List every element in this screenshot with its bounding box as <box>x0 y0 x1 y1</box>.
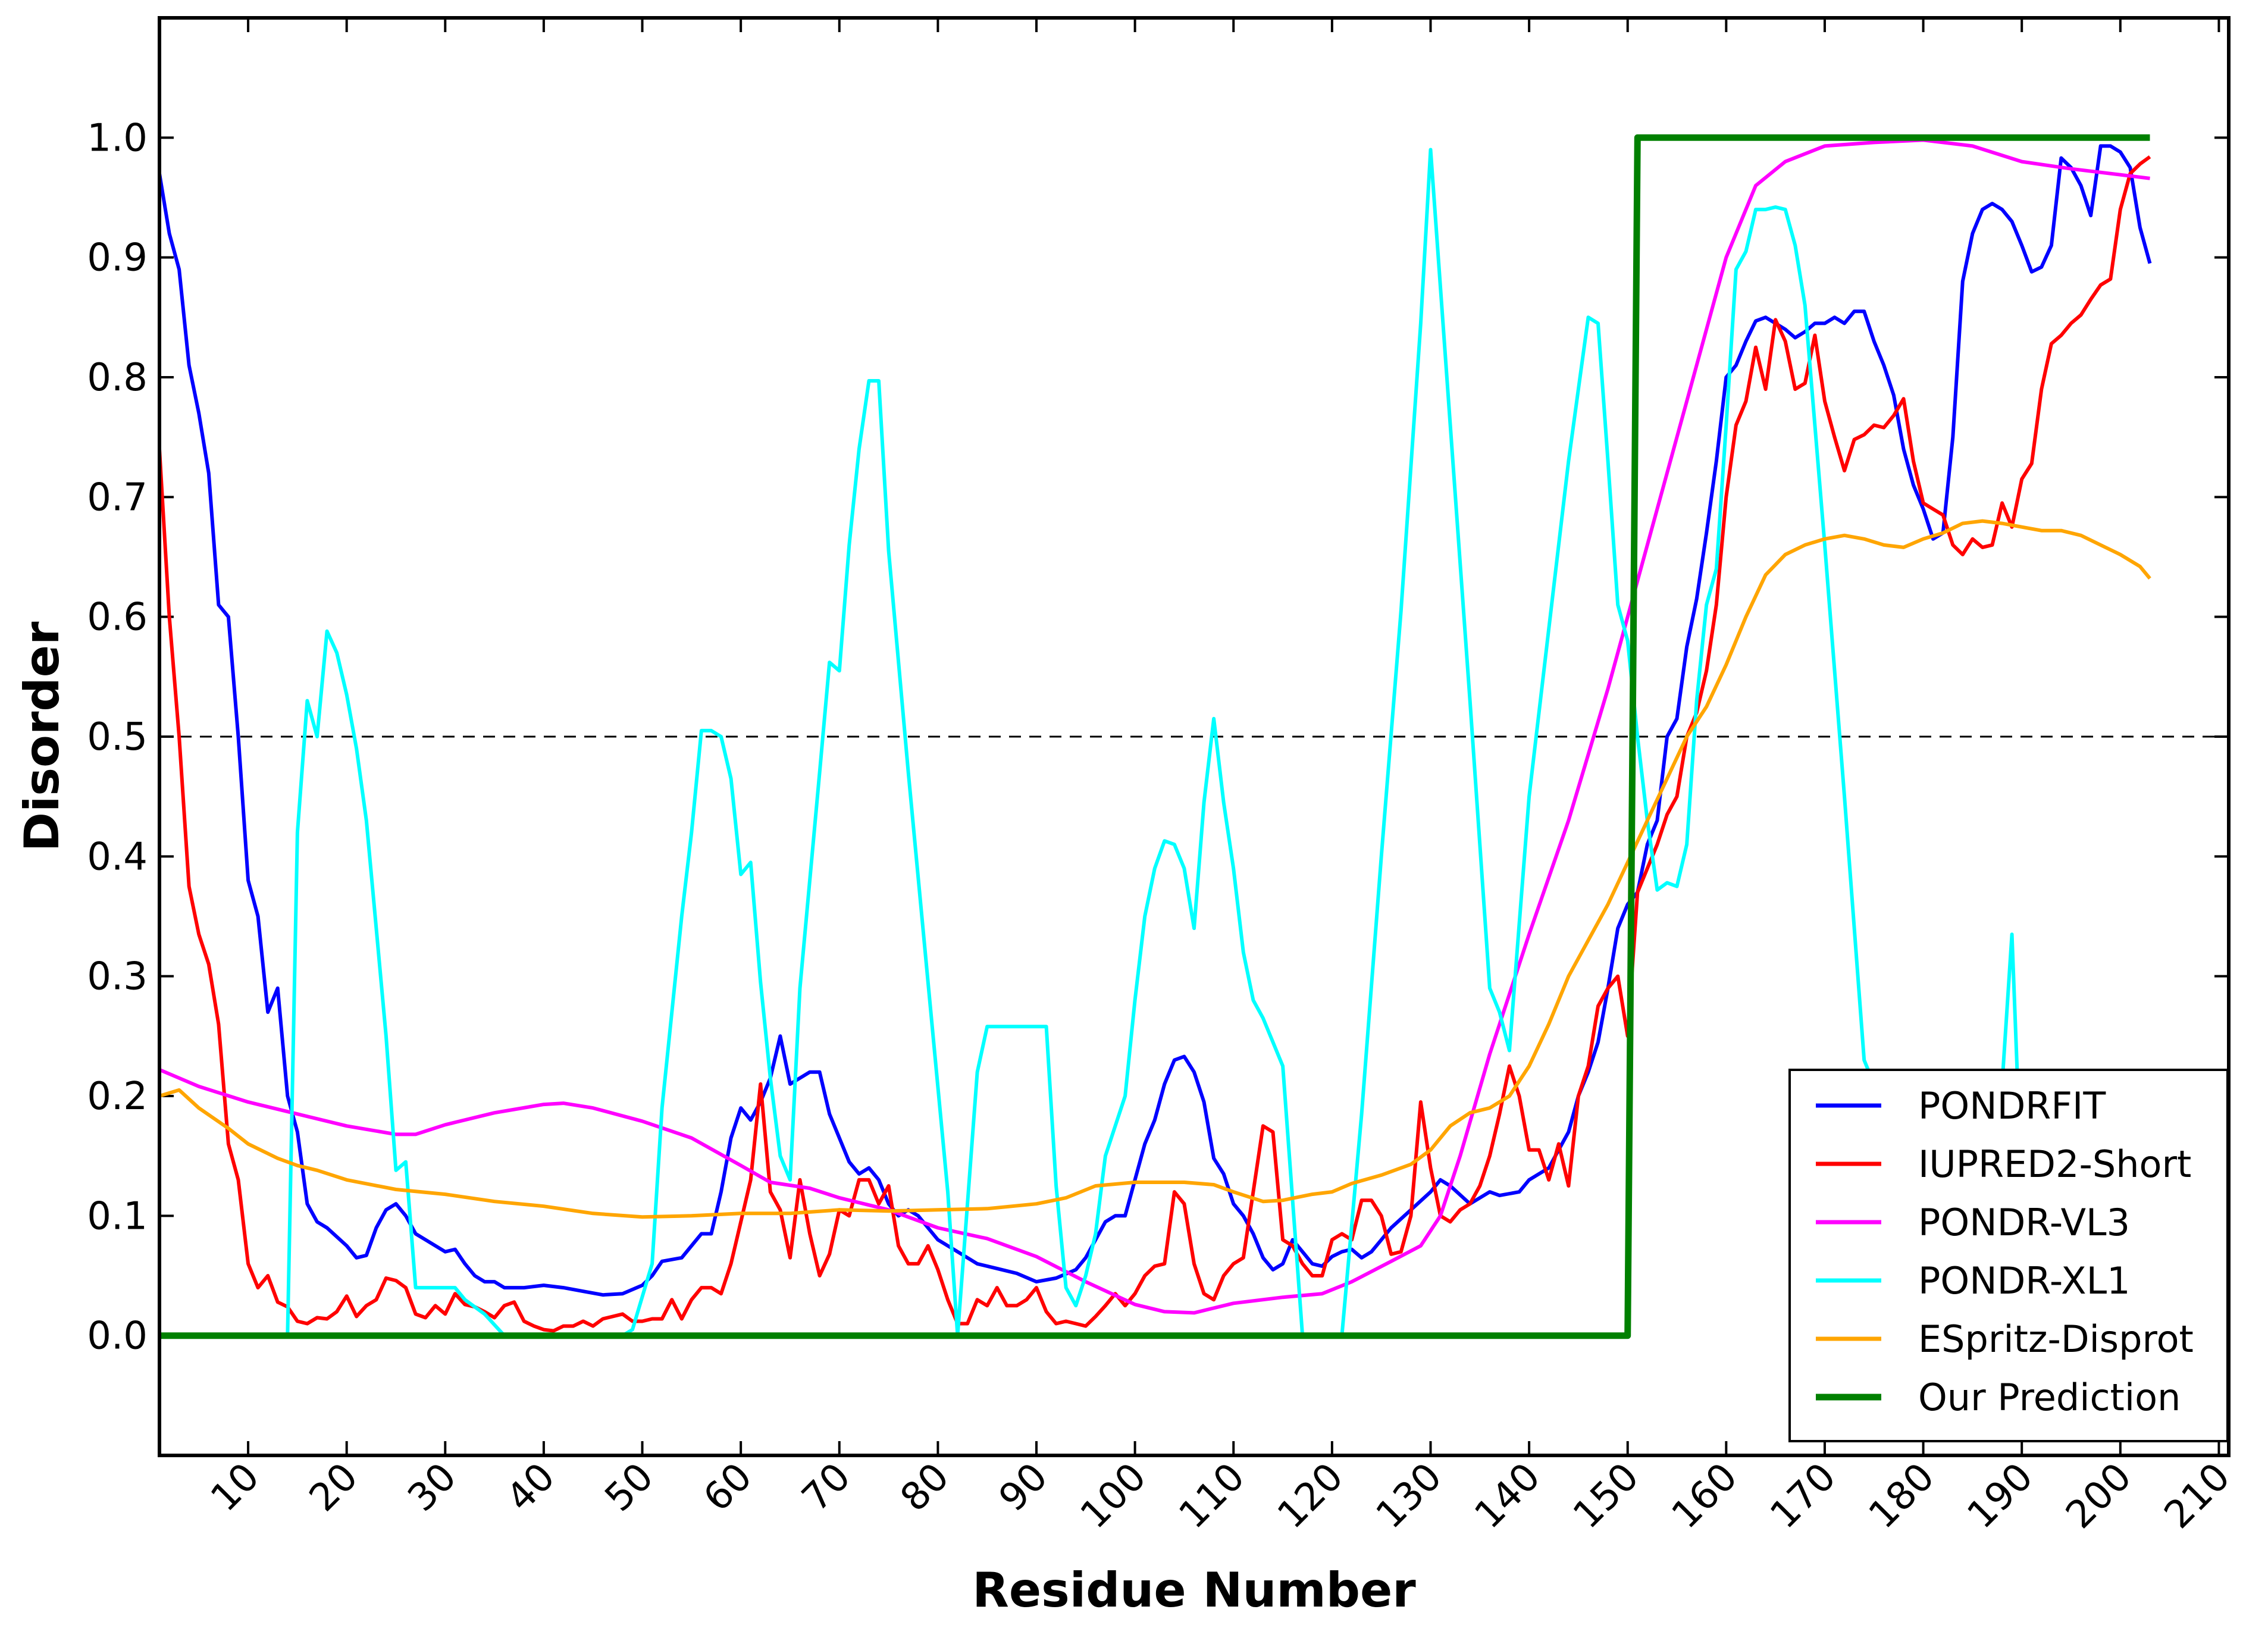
plot-frame <box>158 16 2231 1457</box>
legend-label-pondr-vl3: PONDR-VL3 <box>1918 1201 2130 1244</box>
y-tick-label: 1.0 <box>87 116 148 160</box>
legend: PONDRFIT IUPRED2-Short PONDR-VL3 PONDR-XL1 E… <box>1788 1069 2229 1442</box>
series-line-pondr-xl1 <box>286 148 2044 1338</box>
legend-label-pondrfit: PONDRFIT <box>1918 1084 2106 1128</box>
series-line-pondrfit <box>158 144 2152 1297</box>
y-tick-label: 0.8 <box>87 356 148 400</box>
y-tick-label: 0.3 <box>87 955 148 999</box>
y-tick-label: 0.7 <box>87 475 148 519</box>
legend-label-espritz-disprot: ESpritz-Disprot <box>1918 1317 2194 1361</box>
y-tick-label: 0.6 <box>87 596 148 640</box>
y-tick-label: 0.5 <box>87 715 148 759</box>
y-tick-label: 0.2 <box>87 1075 148 1119</box>
legend-box <box>1788 1069 2229 1442</box>
y-tick-label: 0.4 <box>87 835 148 879</box>
y-tick-label: 0.0 <box>87 1314 148 1358</box>
legend-label-our-prediction: Our Prediction <box>1918 1376 2181 1419</box>
y-tick-label: 0.9 <box>87 236 148 280</box>
x-axis-title: Residue Number <box>972 1563 1416 1618</box>
legend-label-iupred2-short: IUPRED2-Short <box>1918 1142 2191 1186</box>
y-axis-title: Disorder <box>14 621 70 851</box>
y-tick-label: 0.1 <box>87 1194 148 1238</box>
series-line-iupred2-short <box>158 155 2151 1333</box>
legend-label-pondr-xl1: PONDR-XL1 <box>1918 1259 2131 1302</box>
series-layer <box>158 134 2152 1339</box>
series-line-espritz-disprot <box>159 519 2151 1219</box>
series-line-pondr-vl3 <box>158 138 2150 1315</box>
series-line-our-prediction <box>159 134 2150 1339</box>
